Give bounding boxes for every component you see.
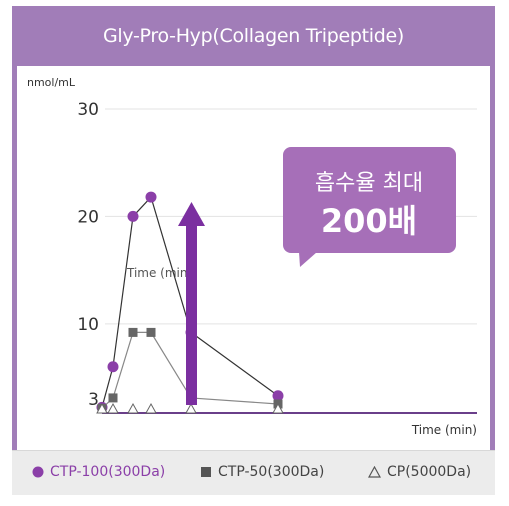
legend-label-cp: CP(5000Da) xyxy=(387,464,472,480)
callout-line1: 흡수율 최대 xyxy=(315,171,423,196)
x-axis-mid-label: Time (min) xyxy=(126,266,192,280)
y-tick-label: 30 xyxy=(77,100,99,120)
arrow-head-icon xyxy=(178,202,205,226)
legend: CTP-100(300Da) CTP-50(300Da) CP(5000Da) xyxy=(12,450,495,495)
callout-bubble xyxy=(283,147,456,253)
callout-tail xyxy=(299,252,317,267)
chart-frame: Gly-Pro-Hyp(Collagen Tripeptide) nmol/mL… xyxy=(12,6,495,495)
series-line xyxy=(101,195,279,408)
y-tick-label: 10 xyxy=(77,315,99,335)
data-point-circle xyxy=(127,210,139,222)
legend-label-ctp50: CTP-50(300Da) xyxy=(218,464,325,480)
data-point-circle xyxy=(107,361,119,373)
square-marker-icon xyxy=(201,467,211,477)
data-point-triangle xyxy=(107,402,119,414)
y-axis-label: nmol/mL xyxy=(27,76,76,89)
data-point-triangle xyxy=(145,402,157,414)
data-point-square xyxy=(108,393,118,403)
legend-label-ctp100: CTP-100(300Da) xyxy=(50,464,166,480)
x-axis-label: Time (min) xyxy=(411,423,477,437)
triangle-marker-icon xyxy=(368,466,381,478)
data-point-triangle xyxy=(185,402,197,414)
data-point-circle xyxy=(272,390,284,402)
arrow-shaft xyxy=(186,224,197,405)
line-chart: nmol/mL 3 10 20 30 Time (min) Time (min) 흡수율 최대… xyxy=(27,76,477,437)
data-point-triangle xyxy=(272,402,284,414)
callout-line2: 200배 xyxy=(321,202,417,240)
data-point-square xyxy=(128,327,138,337)
legend-item-ctp100: CTP-100(300Da) xyxy=(32,464,165,480)
legend-item-cp: CP(5000Da) xyxy=(368,464,471,480)
title-bar: Gly-Pro-Hyp(Collagen Tripeptide) xyxy=(12,6,495,66)
chart-title: Gly-Pro-Hyp(Collagen Tripeptide) xyxy=(102,25,405,47)
data-point-circle xyxy=(145,191,157,203)
data-point-triangle xyxy=(96,402,108,414)
circle-marker-icon xyxy=(32,466,44,478)
legend-item-ctp50: CTP-50(300Da) xyxy=(200,464,324,480)
data-point-square xyxy=(146,327,156,337)
data-point-triangle xyxy=(127,402,139,414)
y-tick-label: 3 xyxy=(88,390,99,410)
y-tick-label: 20 xyxy=(77,207,99,227)
plot-panel: nmol/mL 3 10 20 30 Time (min) Time (min) 흡수율 최대… xyxy=(17,66,490,450)
